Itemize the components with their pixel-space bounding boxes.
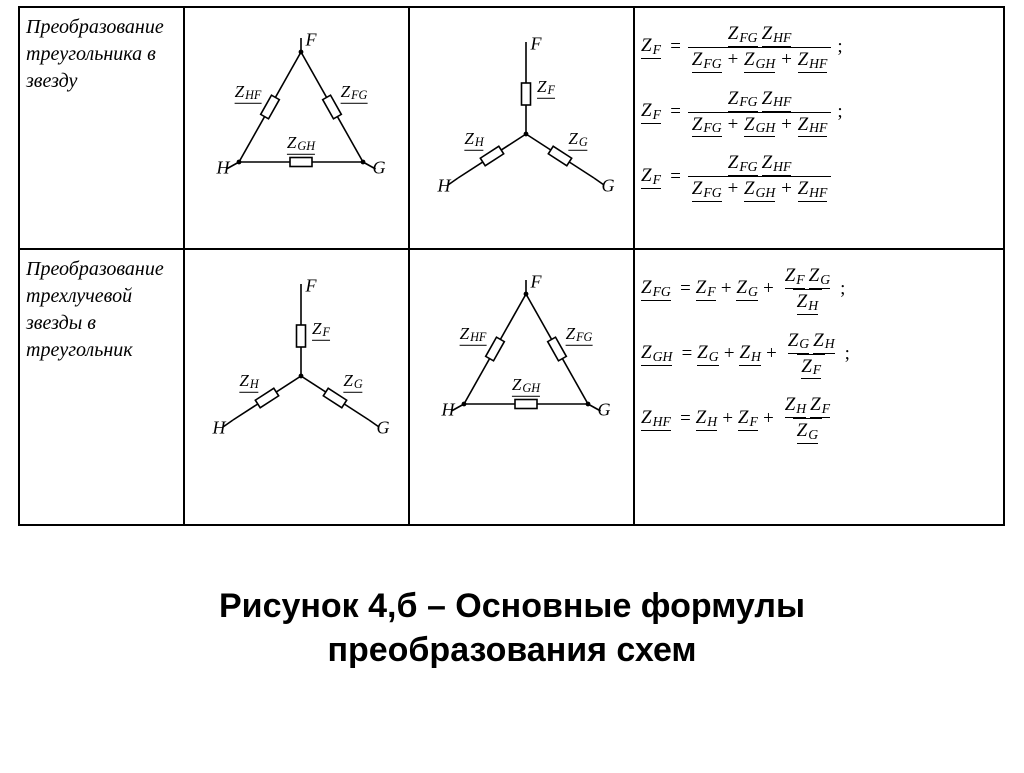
row2-label: Преобразование трехлучевой звезды в треу…	[19, 249, 184, 525]
formula: ZHF = ZH+ZF + ZHZFZG	[641, 393, 997, 444]
row-star-to-delta: Преобразование трехлучевой звезды в треу…	[19, 249, 1004, 525]
caption-line2: преобразования схем	[327, 631, 696, 669]
row1-target-diagram: FGHZFZGZH	[409, 7, 634, 249]
row1-source-diagram: FGHZFGZHFZGH	[184, 7, 409, 249]
formula: ZFG = ZF+ZG + ZFZGZH ;	[641, 264, 997, 315]
caption-line1: Рисунок 4,б – Основные формулы	[219, 587, 805, 625]
row1-formulas: ZF = ZFGZHFZFG + ZGH + ZHF ; ZF = ZFGZHF…	[634, 7, 1004, 249]
row2-target-diagram: FGHZFGZHFZGH	[409, 249, 634, 525]
formula: ZGH = ZG+ZH + ZGZHZF ;	[641, 329, 997, 380]
transform-table: Преобразование треугольника в звезду FGH…	[18, 6, 1005, 526]
row2-formulas: ZFG = ZF+ZG + ZFZGZH ; ZGH = ZG+ZH + ZGZ…	[634, 249, 1004, 525]
row2-source-diagram: FGHZFZGZH	[184, 249, 409, 525]
formula: ZF = ZFGZHFZFG + ZGH + ZHF ;	[641, 22, 997, 73]
formula: ZF = ZFGZHFZFG + ZGH + ZHF	[641, 151, 997, 202]
figure-caption: Рисунок 4,б – Основные формулы преобразо…	[0, 584, 1024, 672]
formula: ZF = ZFGZHFZFG + ZGH + ZHF ;	[641, 87, 997, 138]
row1-label: Преобразование треугольника в звезду	[19, 7, 184, 249]
row-delta-to-star: Преобразование треугольника в звезду FGH…	[19, 7, 1004, 249]
